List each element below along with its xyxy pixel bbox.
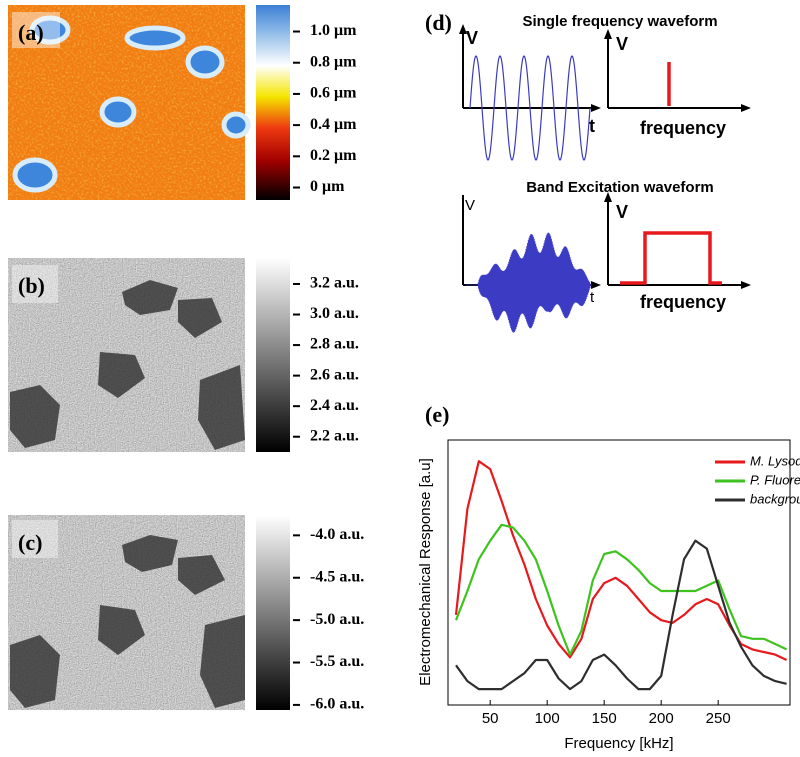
axis-label: V bbox=[616, 202, 628, 222]
colorbar-tick-label: -6.0 a.u. bbox=[310, 696, 364, 713]
colorbar-tick-label: 0.8 μm bbox=[310, 53, 357, 70]
band-spectrum bbox=[620, 231, 722, 285]
series-line bbox=[454, 460, 788, 661]
colorbar-tick-label: 3.0 a.u. bbox=[310, 305, 359, 322]
colorbar bbox=[256, 5, 290, 200]
panel-label: (a) bbox=[18, 20, 44, 45]
band-excitation-waveform bbox=[466, 232, 592, 333]
x-tick-label: 150 bbox=[592, 710, 617, 727]
axis-label: frequency bbox=[640, 292, 726, 312]
colorbar bbox=[256, 515, 290, 710]
x-tick-label: 50 bbox=[482, 710, 499, 727]
axis-label: t bbox=[589, 116, 595, 136]
arrow-heads bbox=[459, 24, 751, 289]
colorbar bbox=[256, 258, 290, 452]
series-line bbox=[455, 539, 787, 691]
legend-label: P. Fluorescens bbox=[750, 472, 800, 487]
axis-label: V bbox=[466, 28, 478, 48]
colorbar-tick-label: -5.0 a.u. bbox=[310, 611, 364, 628]
waveform-axes bbox=[462, 30, 745, 286]
x-tick-label: 250 bbox=[706, 710, 731, 727]
x-tick-label: 200 bbox=[649, 710, 674, 727]
amplitude-image bbox=[8, 258, 245, 452]
colorbar-tick-label: 0.6 μm bbox=[310, 85, 357, 102]
waveform-title: Band Excitation waveform bbox=[526, 179, 714, 196]
panel-label: (b) bbox=[18, 273, 45, 298]
colorbar-tick-label: -5.5 a.u. bbox=[310, 653, 364, 670]
axis-label: frequency bbox=[640, 118, 726, 138]
colorbar-tick-label: 0 μm bbox=[310, 178, 345, 195]
axis-label: V bbox=[616, 34, 628, 54]
x-tick-label: 100 bbox=[535, 710, 560, 727]
axis-label: t bbox=[590, 289, 595, 306]
colorbar-tick-label: 1.0 μm bbox=[310, 22, 357, 39]
colorbar-tick-label: 3.2 a.u. bbox=[310, 275, 359, 292]
panel-label: (c) bbox=[18, 530, 42, 555]
colorbar-tick-label: -4.0 a.u. bbox=[310, 526, 364, 543]
waveform-title: Single frequency waveform bbox=[522, 13, 717, 30]
colorbar-tick-label: -4.5 a.u. bbox=[310, 568, 364, 585]
panel-label: (e) bbox=[425, 402, 449, 427]
panel-label: (d) bbox=[425, 10, 452, 35]
colorbar-tick-label: 2.2 a.u. bbox=[310, 427, 359, 444]
sine-waveform bbox=[469, 55, 591, 161]
x-axis-label: Frequency [kHz] bbox=[564, 735, 673, 752]
plot-frame bbox=[447, 439, 791, 706]
colorbar-tick-label: 2.4 a.u. bbox=[310, 397, 359, 414]
colorbar-tick-label: 2.6 a.u. bbox=[310, 366, 359, 383]
phase-image bbox=[8, 515, 245, 710]
colorbar-tick-label: 0.2 μm bbox=[310, 147, 357, 164]
colorbar-tick-label: 2.8 a.u. bbox=[310, 336, 359, 353]
axis-label: V bbox=[465, 197, 475, 214]
legend-label: M. Lysodeikticus bbox=[750, 453, 800, 468]
legend-label: background bbox=[750, 491, 800, 506]
afm-topography-image bbox=[8, 5, 251, 200]
series-line bbox=[454, 523, 788, 656]
y-axis-label: Electromechanical Response [a.u] bbox=[417, 458, 434, 686]
colorbar-tick-label: 0.4 μm bbox=[310, 116, 357, 133]
